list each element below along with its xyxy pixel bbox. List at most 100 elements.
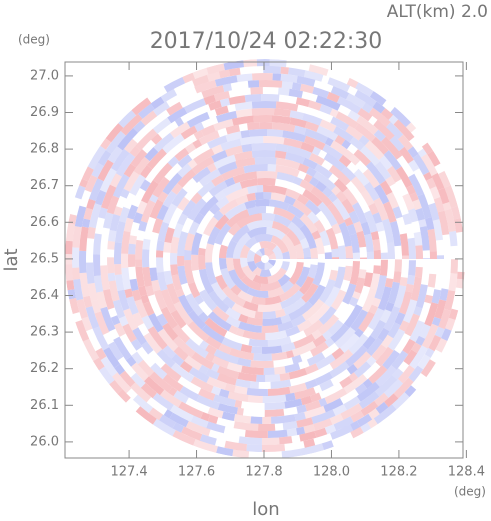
echo-cell	[424, 347, 435, 358]
echo-cell	[198, 364, 209, 375]
echo-cell	[83, 207, 93, 220]
echo-cell	[384, 393, 399, 408]
echo-cell	[255, 249, 263, 257]
echo-cell	[93, 357, 105, 371]
echo-cell	[205, 352, 215, 363]
echo-cell	[67, 289, 76, 300]
echo-cell	[250, 296, 266, 306]
echo-cell	[140, 164, 153, 179]
echo-cell	[221, 166, 245, 181]
echo-cell	[235, 194, 249, 206]
echo-cell	[413, 231, 423, 246]
echo-cell	[215, 274, 228, 291]
echo-cell	[144, 147, 159, 162]
echo-cell	[408, 173, 425, 197]
echo-cell	[211, 144, 223, 155]
echo-cell	[332, 404, 347, 416]
echo-cell	[177, 154, 193, 169]
echo-cell	[355, 383, 368, 395]
echo-cell	[393, 271, 402, 283]
echo-cell	[214, 105, 229, 116]
echo-cell	[345, 345, 368, 367]
echo-cell	[71, 247, 80, 268]
echo-cell	[198, 130, 220, 146]
echo-cell	[279, 436, 293, 445]
echo-cell	[267, 386, 291, 396]
echo-cell	[272, 73, 282, 81]
echo-cell	[172, 422, 185, 433]
echo-cell	[110, 315, 121, 326]
echo-cell	[337, 96, 362, 114]
echo-cell	[100, 356, 118, 377]
echo-cell	[375, 401, 389, 415]
echo-cell	[244, 94, 262, 103]
echo-cell	[271, 115, 291, 125]
echo-cell	[294, 412, 306, 422]
echo-cell	[300, 141, 315, 153]
echo-cell	[136, 200, 148, 215]
echo-cell	[411, 342, 422, 354]
echo-cell	[214, 190, 226, 202]
echo-cell	[162, 172, 183, 195]
echo-cell	[343, 374, 368, 394]
echo-cell	[374, 275, 387, 300]
echo-cell	[311, 258, 319, 259]
echo-cell	[100, 306, 116, 332]
echo-cell	[397, 365, 415, 384]
echo-cell	[156, 204, 169, 221]
echo-cell	[149, 199, 164, 220]
radar-echo	[65, 59, 465, 459]
echo-cell	[187, 321, 210, 342]
echo-cell	[263, 135, 285, 145]
y-tick-label: 26.1	[30, 398, 59, 413]
echo-cell	[129, 278, 139, 292]
echo-cell	[196, 395, 220, 410]
echo-cell	[296, 404, 307, 414]
echo-cell	[385, 176, 396, 187]
echo-cell	[139, 179, 151, 192]
echo-cell	[246, 287, 269, 298]
echo-cell	[358, 135, 370, 146]
echo-cell	[219, 98, 231, 107]
echo-cell	[162, 190, 177, 208]
echo-cell	[173, 390, 189, 404]
echo-cell	[247, 185, 258, 194]
echo-cell	[343, 265, 353, 282]
echo-cell	[205, 335, 222, 350]
echo-cell	[131, 289, 142, 302]
echo-cell	[131, 97, 152, 116]
echo-cell	[121, 253, 129, 269]
echo-cell	[313, 219, 326, 234]
echo-cell	[209, 203, 221, 215]
echo-cell	[162, 133, 185, 154]
echo-cell	[181, 199, 197, 217]
echo-cell	[341, 166, 356, 181]
echo-cell	[223, 60, 244, 71]
echo-cell	[339, 376, 353, 389]
echo-cell	[113, 322, 126, 337]
echo-cell	[253, 253, 262, 264]
echo-cell	[148, 407, 163, 421]
echo-cell	[288, 301, 313, 321]
x-tick-label: 128.2	[380, 465, 417, 480]
chart-title: 2017/10/24 02:22:30	[150, 29, 383, 54]
echo-cell	[312, 146, 322, 156]
echo-cell	[288, 67, 306, 78]
echo-cell	[404, 313, 420, 337]
echo-cell	[214, 223, 232, 245]
echo-cell	[402, 338, 416, 355]
echo-cell	[216, 446, 234, 457]
echo-cell	[310, 341, 329, 357]
echo-cell	[333, 178, 348, 193]
echo-cell	[370, 319, 386, 340]
echo-cell	[246, 226, 267, 239]
echo-cell	[214, 75, 238, 87]
echo-cell	[330, 116, 350, 132]
echo-cell	[199, 434, 217, 446]
echo-cell	[424, 302, 439, 327]
echo-cell	[143, 301, 155, 316]
echo-cell	[208, 180, 228, 197]
echo-cell	[144, 376, 165, 396]
echo-cell	[258, 79, 283, 88]
echo-cell	[272, 245, 283, 259]
